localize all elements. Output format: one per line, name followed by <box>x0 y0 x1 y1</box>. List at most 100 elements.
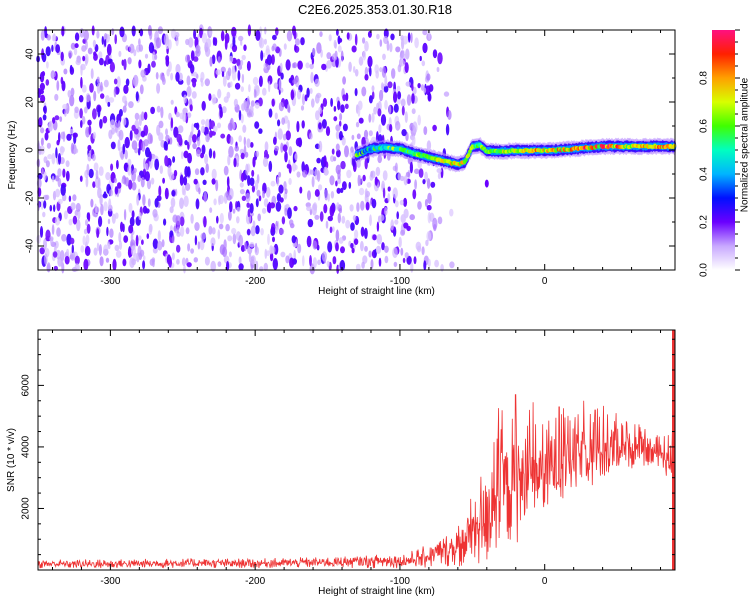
noise-speckle <box>82 235 86 246</box>
noise-speckle <box>87 212 91 222</box>
noise-speckle <box>80 65 83 76</box>
noise-speckle <box>101 35 105 45</box>
noise-speckle <box>279 197 284 203</box>
noise-speckle <box>229 136 234 146</box>
noise-speckle <box>405 81 411 87</box>
y-tick-label: 2000 <box>21 497 32 520</box>
noise-speckle <box>423 260 427 271</box>
noise-speckle <box>327 215 333 222</box>
noise-speckle <box>325 220 329 229</box>
noise-speckle <box>295 137 302 147</box>
noise-speckle <box>109 189 114 197</box>
noise-speckle <box>184 166 189 178</box>
noise-speckle <box>200 167 205 176</box>
noise-speckle <box>147 132 153 145</box>
noise-speckle <box>69 94 75 107</box>
noise-speckle <box>258 37 265 49</box>
noise-speckle <box>158 132 164 142</box>
noise-speckle <box>358 56 364 66</box>
noise-speckle <box>57 198 63 205</box>
noise-speckle <box>241 54 246 61</box>
colorbar-tick-label: 0.2 <box>699 215 710 229</box>
noise-speckle <box>124 149 128 160</box>
noise-speckle <box>409 161 413 174</box>
noise-speckle <box>85 40 88 50</box>
noise-speckle <box>67 90 72 98</box>
x-tick-label: 0 <box>542 276 548 287</box>
signal-ridge <box>354 137 677 188</box>
noise-speckle <box>249 105 254 114</box>
snr-x-axis-title: Height of straight line (km) <box>318 586 435 597</box>
noise-speckle <box>370 259 374 269</box>
noise-speckle <box>290 89 295 101</box>
noise-speckle <box>321 251 328 262</box>
noise-speckle <box>267 233 270 245</box>
noise-speckle <box>292 62 297 69</box>
noise-speckle <box>350 146 354 153</box>
noise-speckle <box>200 119 206 126</box>
noise-speckle <box>93 247 98 256</box>
noise-speckle <box>412 189 417 200</box>
noise-speckle <box>47 121 53 132</box>
noise-speckle <box>82 55 86 62</box>
noise-speckle <box>362 50 367 61</box>
noise-speckle <box>258 195 262 202</box>
noise-speckle <box>391 68 396 79</box>
noise-speckle <box>218 194 224 205</box>
noise-speckle <box>129 130 133 141</box>
noise-speckle <box>297 243 302 254</box>
noise-speckle <box>384 207 388 216</box>
noise-speckle <box>266 54 272 66</box>
noise-speckle <box>374 176 378 186</box>
noise-speckle <box>41 52 47 63</box>
noise-speckle <box>79 108 83 119</box>
noise-speckle <box>113 177 118 183</box>
noise-speckle <box>311 176 315 188</box>
noise-speckle <box>296 120 300 133</box>
noise-speckle <box>381 242 385 251</box>
noise-speckle <box>250 225 256 237</box>
noise-speckle <box>286 30 293 42</box>
noise-speckle <box>269 245 273 255</box>
noise-speckle <box>387 186 391 192</box>
noise-speckle <box>329 175 335 186</box>
noise-speckle <box>205 46 211 57</box>
noise-speckle <box>191 123 194 134</box>
noise-speckle <box>121 178 124 184</box>
noise-speckle <box>271 54 275 65</box>
noise-speckle <box>364 227 368 239</box>
noise-speckle <box>210 260 216 272</box>
noise-speckle <box>340 104 345 113</box>
noise-speckle <box>52 117 56 124</box>
colorbar-ticks: 0.0 0.2 0.4 0.6 0.8 <box>699 29 740 277</box>
noise-speckle <box>317 259 321 266</box>
noise-speckle <box>219 109 223 118</box>
noise-speckle <box>193 29 197 40</box>
noise-speckle <box>111 28 115 36</box>
noise-speckle <box>293 249 297 261</box>
noise-speckle <box>186 86 192 97</box>
noise-speckle <box>333 105 337 112</box>
noise-speckle <box>204 153 209 165</box>
noise-speckle <box>284 151 288 163</box>
noise-speckle <box>403 175 408 186</box>
noise-speckle <box>196 136 201 147</box>
noise-speckle <box>274 112 278 120</box>
noise-speckle <box>128 101 134 109</box>
noise-speckle <box>135 91 139 102</box>
noise-speckle <box>227 154 231 166</box>
noise-speckle <box>68 50 73 59</box>
noise-speckle <box>424 199 428 207</box>
noise-speckle <box>380 82 384 90</box>
noise-speckle <box>358 117 364 124</box>
noise-speckle <box>271 98 275 107</box>
noise-speckle <box>188 37 194 48</box>
noise-speckle <box>335 242 339 252</box>
noise-speckle <box>243 144 247 156</box>
noise-speckle <box>96 30 100 39</box>
noise-speckle <box>205 133 210 143</box>
noise-speckle <box>80 245 85 253</box>
noise-speckle <box>173 169 178 177</box>
noise-speckle <box>361 86 367 97</box>
noise-speckle <box>277 119 281 127</box>
